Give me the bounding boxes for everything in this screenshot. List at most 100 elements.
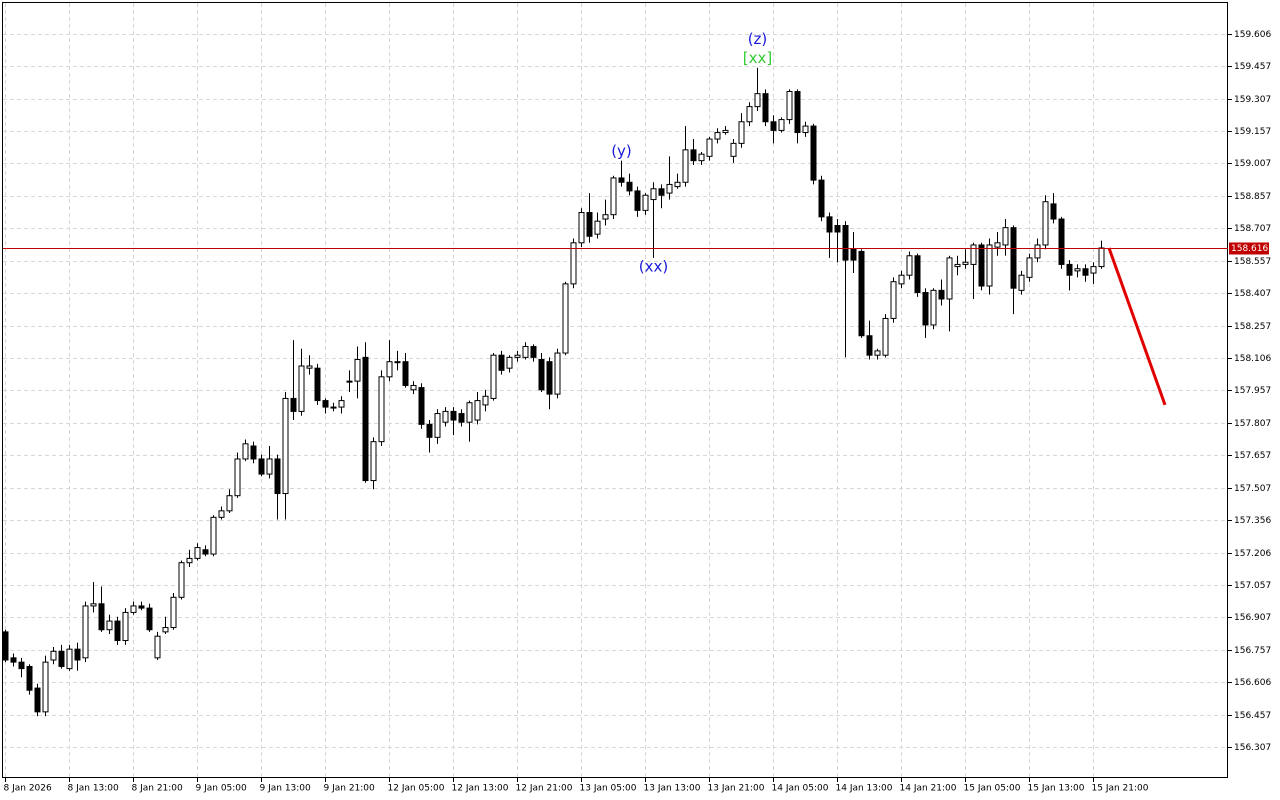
candle-body — [330, 406, 337, 409]
y-tick-label: 159.157 — [1234, 127, 1271, 137]
candle-body — [698, 153, 705, 162]
candle-body — [354, 359, 361, 382]
candle-body — [610, 177, 617, 216]
candle-body — [794, 90, 801, 134]
candle-body — [242, 443, 249, 460]
candle-body — [746, 106, 753, 123]
candle-body — [778, 119, 785, 131]
candle-body — [130, 605, 137, 613]
candle-body — [1026, 257, 1033, 278]
y-tick-label: 157.206 — [1234, 549, 1271, 559]
candle-body — [1098, 247, 1105, 268]
candle-body — [514, 354, 521, 358]
candle-body — [818, 179, 825, 218]
candle-body — [1042, 201, 1049, 246]
candle-body — [338, 400, 345, 408]
candle-body — [834, 225, 841, 233]
candle-body — [690, 149, 697, 162]
candle-body — [26, 665, 33, 691]
candle-body — [58, 650, 65, 667]
candle-body — [810, 125, 817, 181]
candle-body — [578, 212, 585, 244]
y-tick-label: 157.356 — [1234, 516, 1271, 526]
candle-body — [850, 248, 857, 261]
candle-body — [18, 661, 25, 670]
candle-body — [1018, 274, 1025, 291]
candle-body — [482, 395, 489, 406]
y-tick-label: 159.606 — [1234, 30, 1271, 40]
candle-body — [762, 93, 769, 123]
candle-body — [178, 562, 185, 598]
candle-body — [546, 361, 553, 395]
candle-body — [418, 387, 425, 425]
y-tick-label: 158.557 — [1234, 257, 1271, 267]
wave-label: [xx] — [743, 49, 772, 67]
candle-body — [266, 458, 273, 475]
candle-body — [74, 648, 81, 661]
candle-body — [506, 356, 513, 369]
candle-body — [650, 188, 657, 201]
y-tick-label: 159.007 — [1234, 159, 1271, 169]
candle-body — [962, 261, 969, 265]
x-tick-label: 8 Jan 21:00 — [132, 784, 184, 794]
candle-body — [538, 359, 545, 391]
candle-body — [458, 413, 465, 423]
y-tick-label: 156.457 — [1234, 711, 1271, 721]
candle-body — [626, 181, 633, 192]
candle-body — [602, 214, 609, 220]
candle-body — [322, 400, 329, 408]
x-tick-label: 14 Jan 13:00 — [836, 784, 893, 794]
candle-body — [202, 549, 209, 555]
candle-body — [314, 367, 321, 402]
candle-body — [146, 607, 153, 631]
wave-label: (xx) — [639, 257, 668, 275]
candle-body — [290, 397, 297, 412]
x-tick-label: 8 Jan 13:00 — [68, 784, 120, 794]
x-tick-label: 13 Jan 05:00 — [580, 784, 637, 794]
candle-body — [370, 441, 377, 482]
candle-body — [442, 410, 449, 423]
candle-body — [1074, 268, 1081, 272]
y-tick-label: 157.657 — [1234, 451, 1271, 461]
candle-body — [706, 138, 713, 157]
candle-body — [234, 458, 241, 497]
candle-body — [530, 346, 537, 358]
candle-body — [2, 631, 9, 661]
candle-body — [634, 190, 641, 211]
y-tick-label: 158.106 — [1234, 354, 1271, 364]
candle-body — [34, 687, 41, 713]
candle-body — [882, 317, 889, 356]
y-tick-label: 156.606 — [1234, 678, 1271, 688]
plot-frame — [2, 2, 1228, 778]
candle-body — [586, 212, 593, 237]
candle-body — [274, 458, 281, 495]
x-tick-label: 13 Jan 13:00 — [644, 784, 701, 794]
candle-body — [906, 255, 913, 276]
candle-body — [618, 177, 625, 183]
candle-body — [82, 605, 89, 659]
candle-body — [986, 244, 993, 287]
candle-body — [738, 121, 745, 144]
y-tick-label: 156.307 — [1234, 743, 1271, 753]
x-tick-label: 13 Jan 21:00 — [708, 784, 765, 794]
y-tick-label: 156.907 — [1234, 613, 1271, 623]
candle-body — [306, 365, 313, 369]
candle-body — [378, 376, 385, 443]
candle-body — [162, 627, 169, 633]
y-tick-label: 157.057 — [1234, 581, 1271, 591]
x-tick-label: 9 Jan 13:00 — [260, 784, 312, 794]
candle-body — [426, 423, 433, 438]
candle-body — [138, 605, 145, 609]
candle-body — [362, 356, 369, 482]
x-tick-label: 15 Jan 05:00 — [964, 784, 1021, 794]
candle-body — [994, 242, 1001, 248]
candle-body — [466, 402, 473, 423]
candle-body — [970, 244, 977, 265]
candle-body — [394, 361, 401, 364]
candle-body — [410, 384, 417, 391]
y-tick-label: 158.257 — [1234, 322, 1271, 332]
candle-body — [226, 495, 233, 512]
candle-body — [66, 648, 73, 670]
price-label-box — [1229, 242, 1269, 255]
